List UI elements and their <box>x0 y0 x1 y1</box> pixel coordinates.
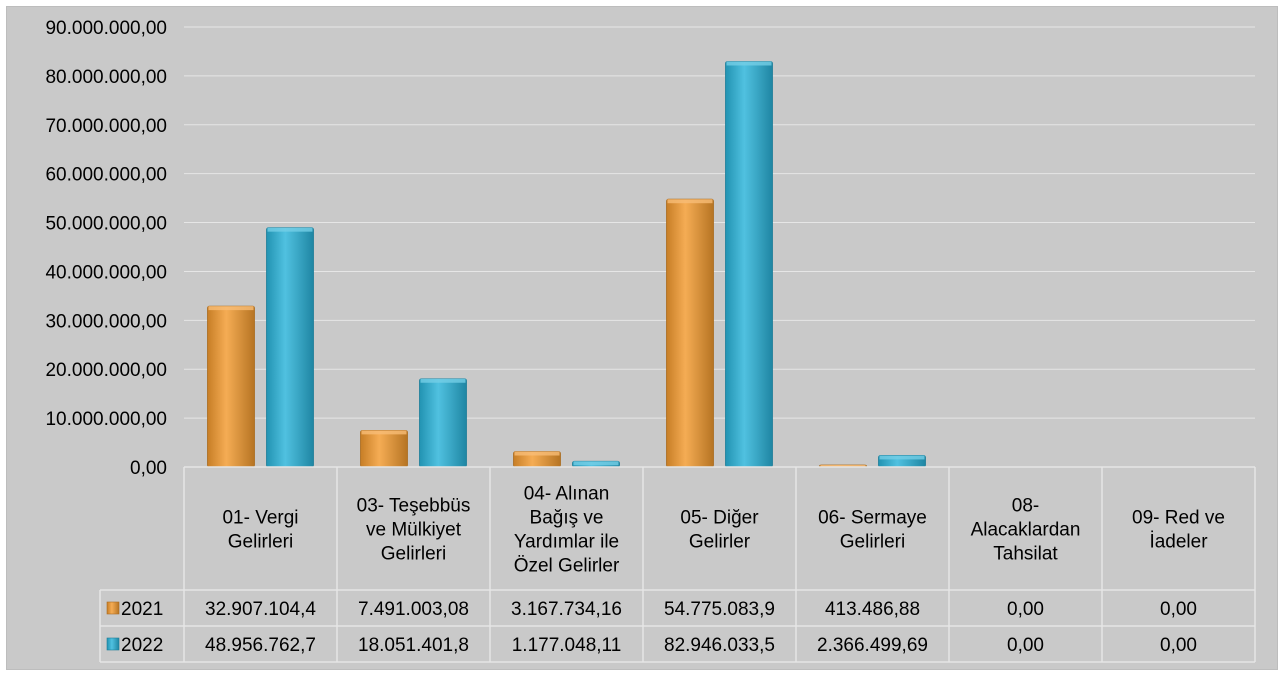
category-label: 09- Red ve İadeler <box>1132 508 1225 553</box>
y-tick-label: 90.000.000,00 <box>45 18 167 39</box>
bar-cap <box>361 430 407 435</box>
data-label: 18.051.401,8 <box>358 635 469 656</box>
category-label: 05- Diğer Gelirler <box>680 508 759 553</box>
y-tick-label: 0,00 <box>130 458 167 479</box>
bar-cap <box>267 227 313 232</box>
y-tick-label: 70.000.000,00 <box>45 116 167 137</box>
data-label: 0,00 <box>1160 599 1197 620</box>
y-tick-label: 40.000.000,00 <box>45 262 167 283</box>
bar-cap <box>726 61 772 66</box>
bar-cap <box>420 378 466 383</box>
y-tick-label: 30.000.000,00 <box>45 311 167 332</box>
bar-cap <box>514 451 560 456</box>
bar-cap <box>573 461 619 466</box>
bar-2021 <box>360 429 408 468</box>
data-label: 0,00 <box>1160 635 1197 656</box>
y-tick-label: 80.000.000,00 <box>45 67 167 88</box>
y-tick-label: 50.000.000,00 <box>45 214 167 235</box>
data-label: 54.775.083,9 <box>664 599 775 620</box>
bar-2021 <box>207 305 255 468</box>
data-label: 32.907.104,4 <box>205 599 316 620</box>
bar-cap <box>820 464 866 467</box>
bar-cap <box>208 306 254 311</box>
data-label: 82.946.033,5 <box>664 635 775 656</box>
data-label: 48.956.762,7 <box>205 635 316 656</box>
category-label: 08-Alacaklardan Tahsilat <box>971 496 1081 565</box>
category-label: 01- Vergi Gelirleri <box>222 508 298 553</box>
data-label: 7.491.003,08 <box>358 599 469 620</box>
bar-chart: 01- Vergi Gelirleri 03- Teşebbüs ve Mülkiye… <box>45 18 1256 663</box>
data-label: 3.167.734,16 <box>511 599 622 620</box>
category-label: 04- Alınan Bağış ve Yardımlar ile Özel Geli… <box>514 484 620 577</box>
legend-key-2021 <box>106 601 120 615</box>
bar-2022 <box>725 61 773 468</box>
bar-2022 <box>419 378 467 468</box>
y-tick-label: 60.000.000,00 <box>45 165 167 186</box>
category-label: 06- Sermaye Gelirleri <box>818 508 927 553</box>
y-tick-label: 10.000.000,00 <box>45 409 167 430</box>
legend-label: 2021 <box>121 599 163 620</box>
bar-2021 <box>666 198 714 468</box>
data-label: 0,00 <box>1007 635 1044 656</box>
y-tick-label: 20.000.000,00 <box>45 360 167 381</box>
category-label: 03- Teşebbüs ve Mülkiyet Gelirleri <box>357 496 471 565</box>
data-label: 1.177.048,11 <box>512 635 622 656</box>
legend-label: 2022 <box>121 635 163 656</box>
data-label: 413.486,88 <box>825 599 920 620</box>
data-label: 0,00 <box>1007 599 1044 620</box>
legend-key-2022 <box>106 637 120 651</box>
bar-cap <box>667 199 713 204</box>
data-label: 2.366.499,69 <box>817 635 928 656</box>
bar-2022 <box>266 227 314 468</box>
chart-frame: 01- Vergi Gelirleri 03- Teşebbüs ve Mülkiye… <box>6 6 1278 670</box>
bar-cap <box>879 455 925 460</box>
